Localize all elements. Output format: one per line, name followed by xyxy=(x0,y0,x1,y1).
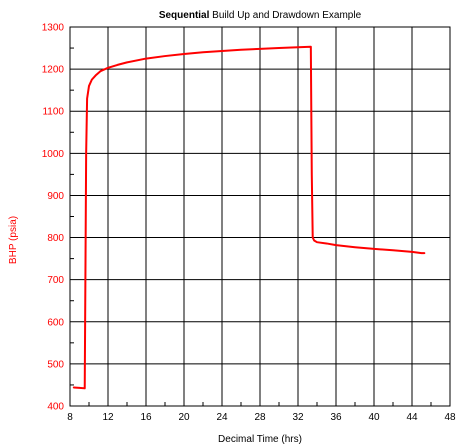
x-tick-label-9: 44 xyxy=(406,412,418,423)
x-axis-ticks: 8 12 16 20 24 28 32 36 40 44 48 xyxy=(67,402,456,423)
chart-title: Sequential Build Up and Drawdown Example xyxy=(159,10,362,21)
x-axis-label: Decimal Time (hrs) xyxy=(218,434,302,445)
grid xyxy=(70,27,450,406)
x-tick-label-3: 20 xyxy=(178,412,190,423)
y-tick-label-2: 600 xyxy=(47,317,64,328)
y-tick-label-3: 700 xyxy=(47,275,64,286)
chart-title-rest: Build Up and Drawdown Example xyxy=(209,10,361,21)
x-tick-label-0: 8 xyxy=(67,412,73,423)
x-tick-label-6: 32 xyxy=(292,412,304,423)
y-tick-label-1: 500 xyxy=(47,359,64,370)
series-layer xyxy=(72,45,426,390)
y-tick-label-6: 1000 xyxy=(42,149,65,160)
plot-frame xyxy=(69,26,451,407)
x-tick-label-10: 48 xyxy=(444,412,456,423)
series-line-0 xyxy=(72,45,426,390)
x-tick-label-2: 16 xyxy=(140,412,152,423)
y-tick-label-7: 1100 xyxy=(42,107,64,118)
y-tick-label-5: 900 xyxy=(47,191,64,202)
chart-title-bold: Sequential xyxy=(159,10,210,21)
x-tick-label-7: 36 xyxy=(330,412,342,423)
y-tick-label-8: 1200 xyxy=(42,65,65,76)
y-tick-label-4: 800 xyxy=(47,233,64,244)
x-tick-label-5: 28 xyxy=(254,412,266,423)
x-tick-label-8: 40 xyxy=(368,412,380,423)
y-tick-label-0: 400 xyxy=(47,402,64,413)
y-axis-label: BHP (psia) xyxy=(8,216,19,264)
y-axis-ticks: 400 500 600 700 800 900 1000 1100 1200 1300 xyxy=(42,23,74,413)
x-tick-label-4: 24 xyxy=(216,412,228,423)
y-tick-label-9: 1300 xyxy=(42,23,65,34)
x-tick-label-1: 12 xyxy=(102,412,114,423)
